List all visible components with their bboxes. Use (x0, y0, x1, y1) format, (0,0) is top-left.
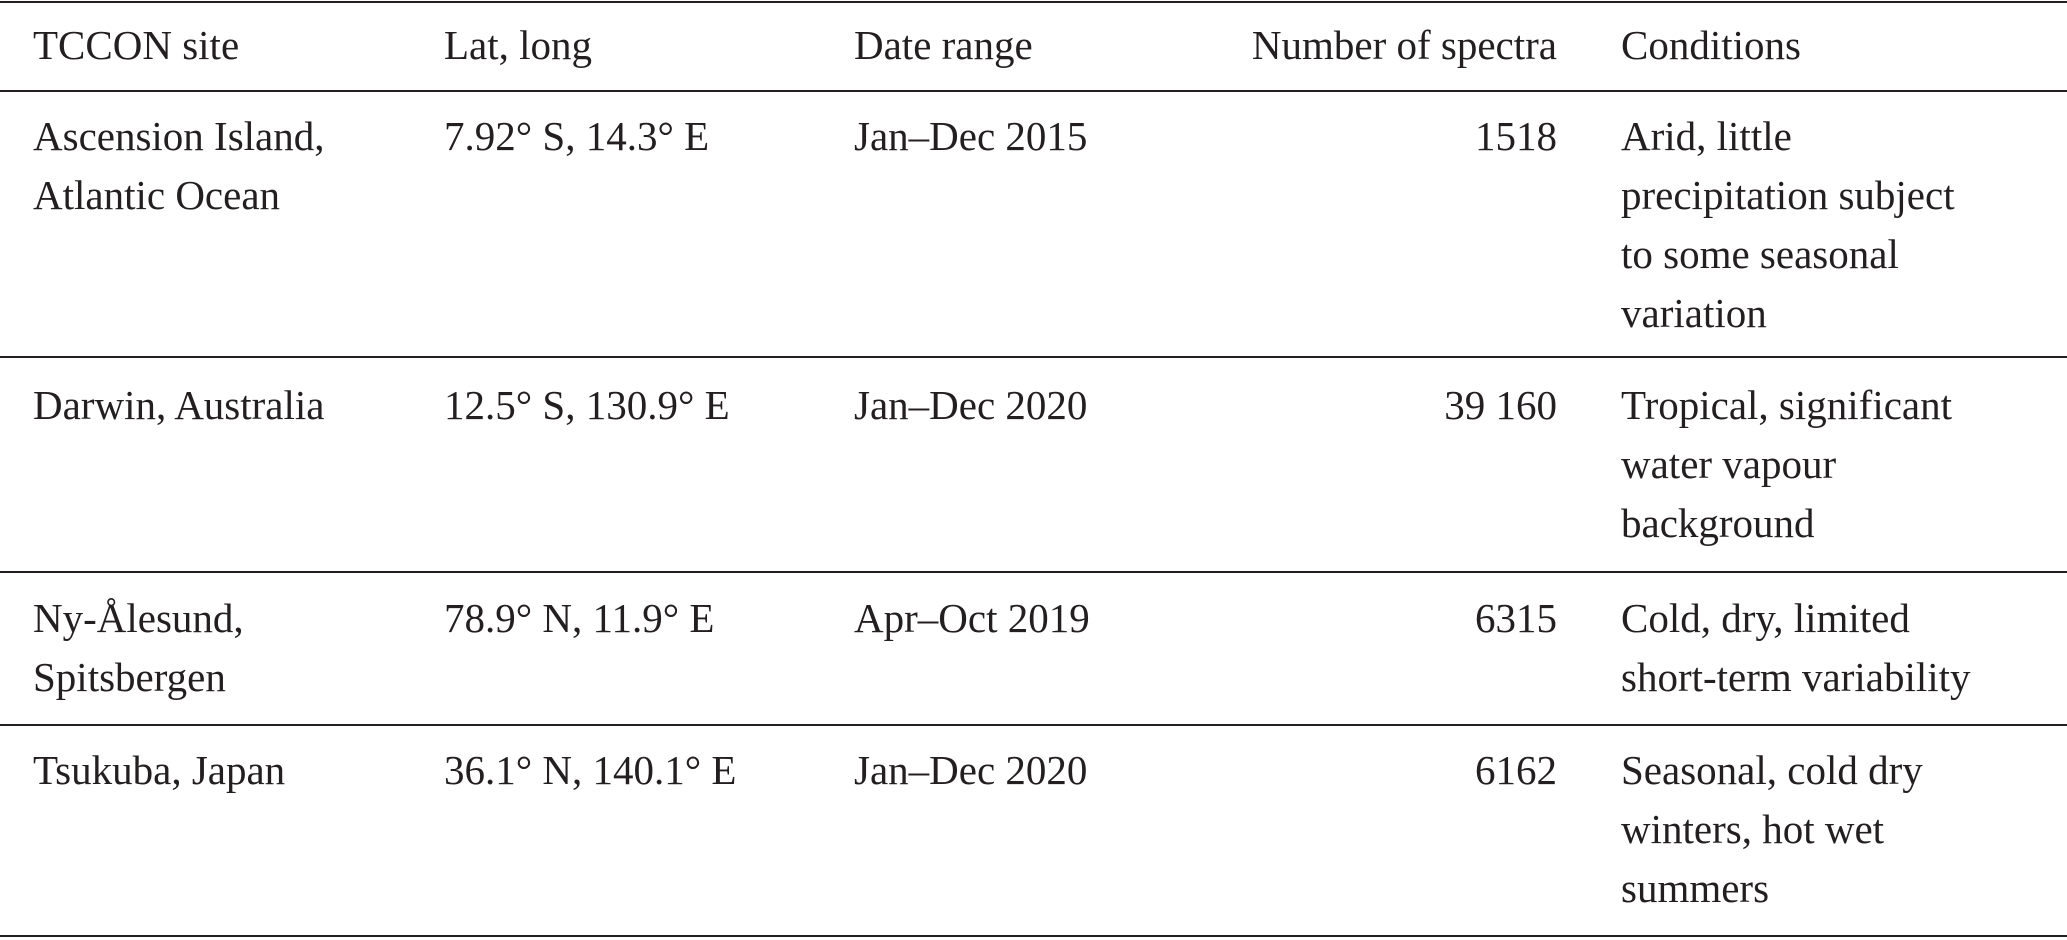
table-cell: to some seasonal (1621, 230, 1899, 277)
table-rule (0, 1, 2067, 3)
header-cell: Conditions (1621, 21, 1801, 68)
table-cell: Spitsbergen (33, 653, 226, 700)
table-cell: Cold, dry, limited (1621, 594, 1910, 641)
table-cell: Ny-Ålesund, (33, 594, 244, 641)
table-rule (0, 724, 2067, 726)
table-cell: Jan–Dec 2020 (854, 381, 1088, 428)
table-cell: Tsukuba, Japan (33, 746, 286, 793)
table-cell: variation (1621, 289, 1767, 336)
table-cell: 6162 (1475, 746, 1557, 793)
table-rule (0, 90, 2067, 92)
table-cell: precipitation subject (1621, 171, 1955, 218)
header-cell: Number of spectra (1251, 21, 1557, 68)
table-cell: water vapour (1621, 440, 1837, 487)
table-cell: Arid, little (1621, 112, 1792, 159)
table-cell: 1518 (1475, 112, 1557, 159)
table-cell: Jan–Dec 2015 (854, 112, 1088, 159)
table-cell: Ascension Island, (33, 112, 325, 159)
table-cell: Atlantic Ocean (33, 171, 281, 218)
table-cell: background (1621, 499, 1815, 546)
table-cell: 36.1° N, 140.1° E (444, 746, 737, 793)
table-cell: 39 160 (1444, 381, 1557, 428)
table-cell: Seasonal, cold dry (1621, 746, 1923, 793)
table-cell: short-term variability (1621, 653, 1971, 700)
table-cell: Apr–Oct 2019 (854, 594, 1090, 641)
table-cell: summers (1621, 864, 1770, 911)
header-cell: Date range (854, 21, 1033, 68)
table-cell: winters, hot wet (1621, 805, 1885, 852)
table-rule (0, 935, 2067, 937)
table-rule (0, 571, 2067, 573)
table-cell: 6315 (1475, 594, 1557, 641)
table-cell: 7.92° S, 14.3° E (444, 112, 710, 159)
table-cell: 78.9° N, 11.9° E (444, 594, 715, 641)
table-rule (0, 356, 2067, 358)
table-cell: Darwin, Australia (33, 381, 325, 428)
header-cell: TCCON site (33, 21, 240, 68)
table-cell: 12.5° S, 130.9° E (444, 381, 730, 428)
table-cell: Tropical, significant (1621, 381, 1953, 428)
header-cell: Lat, long (444, 21, 593, 68)
table-cell: Jan–Dec 2020 (854, 746, 1088, 793)
